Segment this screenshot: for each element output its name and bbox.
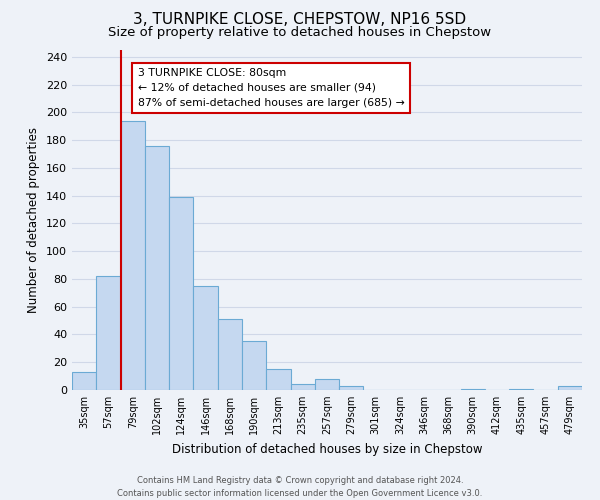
Bar [242, 342, 266, 390]
Text: 3 TURNPIKE CLOSE: 80sqm
← 12% of detached houses are smaller (94)
87% of semi-de: 3 TURNPIKE CLOSE: 80sqm ← 12% of detache… [137, 68, 404, 108]
Bar [121, 121, 145, 390]
Bar [218, 319, 242, 390]
Bar [193, 286, 218, 390]
Bar [315, 379, 339, 390]
Bar [145, 146, 169, 390]
Bar [169, 197, 193, 390]
Bar [558, 386, 582, 390]
X-axis label: Distribution of detached houses by size in Chepstow: Distribution of detached houses by size … [172, 442, 482, 456]
Y-axis label: Number of detached properties: Number of detached properties [28, 127, 40, 313]
Bar [266, 369, 290, 390]
Bar [72, 372, 96, 390]
Bar [96, 276, 121, 390]
Text: Size of property relative to detached houses in Chepstow: Size of property relative to detached ho… [109, 26, 491, 39]
Bar [461, 388, 485, 390]
Bar [290, 384, 315, 390]
Bar [339, 386, 364, 390]
Text: 3, TURNPIKE CLOSE, CHEPSTOW, NP16 5SD: 3, TURNPIKE CLOSE, CHEPSTOW, NP16 5SD [133, 12, 467, 28]
Bar [509, 388, 533, 390]
Text: Contains HM Land Registry data © Crown copyright and database right 2024.
Contai: Contains HM Land Registry data © Crown c… [118, 476, 482, 498]
